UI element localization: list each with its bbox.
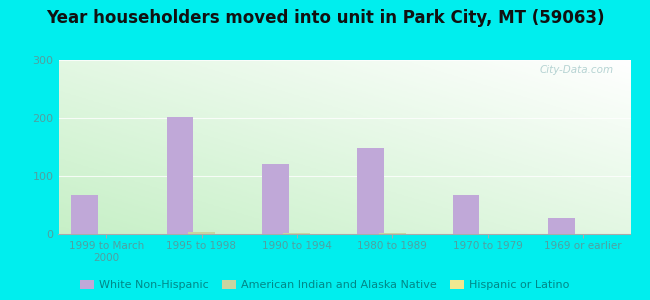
Bar xyxy=(358,148,384,234)
Bar xyxy=(72,195,98,234)
Legend: White Non-Hispanic, American Indian and Alaska Native, Hispanic or Latino: White Non-Hispanic, American Indian and … xyxy=(76,275,574,294)
Bar xyxy=(167,117,194,234)
Bar xyxy=(379,233,406,234)
Bar xyxy=(548,218,575,234)
Bar xyxy=(283,233,310,234)
Bar xyxy=(262,164,289,234)
Text: Year householders moved into unit in Park City, MT (59063): Year householders moved into unit in Par… xyxy=(46,9,605,27)
Text: City-Data.com: City-Data.com xyxy=(540,65,614,75)
Bar xyxy=(188,232,215,234)
Bar xyxy=(453,195,480,234)
